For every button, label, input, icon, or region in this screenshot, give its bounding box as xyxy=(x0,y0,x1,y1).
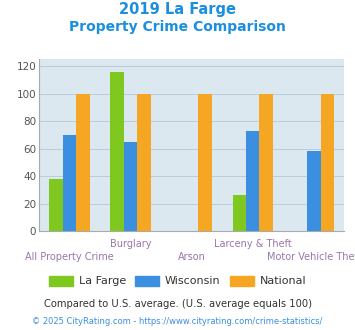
Bar xyxy=(124,142,137,231)
Bar xyxy=(246,131,260,231)
Legend: La Farge, Wisconsin, National: La Farge, Wisconsin, National xyxy=(44,271,311,291)
Bar xyxy=(110,72,124,231)
Bar xyxy=(49,179,63,231)
Bar xyxy=(260,94,273,231)
Bar xyxy=(321,94,334,231)
Text: Compared to U.S. average. (U.S. average equals 100): Compared to U.S. average. (U.S. average … xyxy=(44,299,311,309)
Text: Property Crime Comparison: Property Crime Comparison xyxy=(69,20,286,34)
Bar xyxy=(233,195,246,231)
Text: All Property Crime: All Property Crime xyxy=(25,252,114,262)
Text: Larceny & Theft: Larceny & Theft xyxy=(214,239,292,249)
Text: 2019 La Farge: 2019 La Farge xyxy=(119,2,236,16)
Bar xyxy=(76,94,90,231)
Text: Burglary: Burglary xyxy=(110,239,151,249)
Text: © 2025 CityRating.com - https://www.cityrating.com/crime-statistics/: © 2025 CityRating.com - https://www.city… xyxy=(32,317,323,326)
Bar xyxy=(307,151,321,231)
Bar xyxy=(137,94,151,231)
Text: Motor Vehicle Theft: Motor Vehicle Theft xyxy=(267,252,355,262)
Bar xyxy=(63,135,76,231)
Text: Arson: Arson xyxy=(178,252,206,262)
Bar xyxy=(198,94,212,231)
